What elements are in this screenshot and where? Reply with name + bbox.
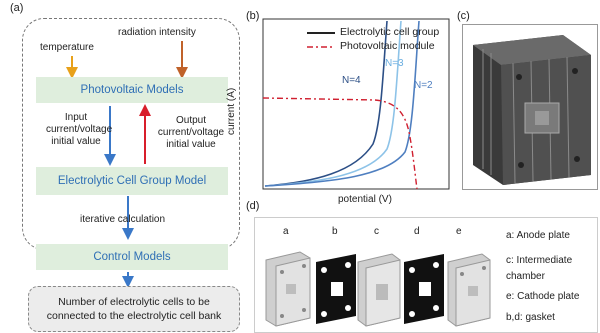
curve-n2	[264, 20, 420, 187]
gasket-d	[404, 254, 444, 324]
anode-plate	[265, 251, 311, 327]
cell-stack-image	[462, 24, 598, 190]
legend-cathode: e: Cathode plate	[506, 291, 580, 302]
flowchart-arrows	[66, 41, 188, 288]
part-letter-c: c	[374, 226, 379, 237]
curve-label-n2: N=2	[414, 80, 433, 91]
y-axis-label: current (A)	[226, 87, 237, 135]
curve-label-n4: N=4	[342, 75, 361, 86]
part-letter-d: d	[414, 226, 420, 237]
chart-frame	[262, 18, 450, 190]
photovoltaic-models-box: Photovoltaic Models	[36, 77, 228, 103]
panel-d-label: (d)	[246, 200, 260, 212]
panel-c-label: (c)	[457, 10, 470, 22]
gasket-b	[316, 254, 356, 324]
part-letter-b: b	[332, 226, 338, 237]
radiation-label: radiation intensity	[118, 27, 196, 38]
temperature-label: temperature	[40, 42, 94, 53]
part-letter-a: a	[283, 226, 289, 237]
control-models-box: Control Models	[36, 244, 228, 270]
legend-pv-text: Photovoltaic module	[340, 40, 435, 52]
iv-chart	[262, 18, 450, 190]
curve-label-n3: N=3	[385, 58, 404, 69]
legend-gasket: b,d: gasket	[506, 312, 555, 323]
result-box: Number of electrolytic cells to be conne…	[28, 286, 240, 332]
panel-a-label: (a)	[10, 2, 24, 14]
x-axis-label: potential (V)	[338, 194, 392, 205]
legend-intermediate: c: Intermediate	[506, 255, 573, 266]
part-letter-e: e	[456, 226, 462, 237]
legend-chamber: chamber	[506, 271, 545, 282]
iterative-calculation-label: iterative calculation	[80, 214, 166, 225]
cathode-plate	[447, 253, 491, 327]
electrolytic-cell-model-box: Electrolytic Cell Group Model	[36, 167, 228, 195]
panel-b-label: (b)	[246, 10, 260, 22]
cell-stack-render	[473, 35, 591, 185]
components-render	[265, 251, 491, 327]
output-text: Output current/voltage initial value	[157, 115, 225, 150]
input-text: Input current/voltage initial value	[46, 112, 113, 147]
curve-n3	[264, 20, 402, 187]
legend-anode: a: Anode plate	[506, 230, 570, 241]
legend-ec-text: Electrolytic cell group	[340, 26, 440, 38]
intermediate-chamber	[357, 253, 401, 327]
curve-n4	[264, 20, 388, 187]
